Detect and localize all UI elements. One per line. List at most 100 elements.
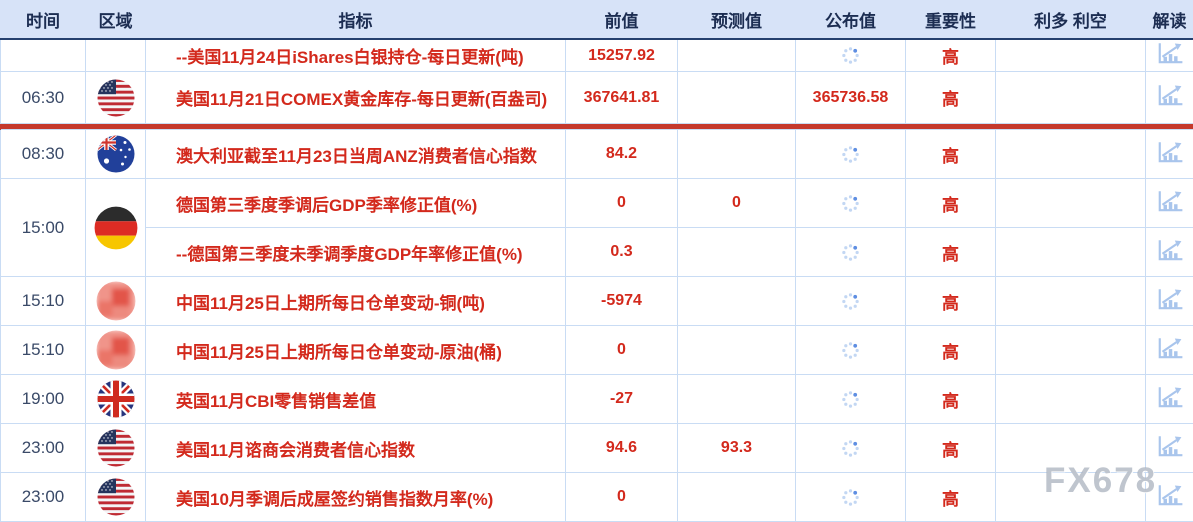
indicator-cell: 英国11月CBI零售销售差值 [146, 375, 566, 424]
previous-value: 94.6 [566, 424, 678, 473]
published-value [796, 179, 906, 228]
indicator-link[interactable]: 中国11月25日上期所每日仓单变动-铜(吨) [146, 289, 485, 314]
bull-bear-cell [996, 72, 1146, 124]
table-header-row: 时间 区域 指标 前值 预测值 公布值 重要性 利多 利空 解读 [1, 1, 1193, 40]
indicator-link[interactable]: 中国11月25日上期所每日仓单变动-原油(桶) [146, 338, 502, 363]
loading-spinner-icon [841, 292, 860, 311]
australia-flag-icon [97, 135, 135, 173]
importance-badge: 高 [906, 130, 996, 179]
chart-interpretation-icon[interactable] [1156, 140, 1184, 164]
indicator-cell: 中国11月25日上期所每日仓单变动-原油(桶) [146, 326, 566, 375]
chart-interpretation-icon[interactable] [1156, 385, 1184, 409]
importance-badge: 高 [906, 424, 996, 473]
previous-value: 0 [566, 473, 678, 522]
published-value: 365736.58 [796, 72, 906, 124]
col-header-time: 时间 [1, 1, 86, 40]
bull-bear-cell [996, 228, 1146, 277]
interpret-cell [1146, 72, 1193, 124]
chart-interpretation-icon[interactable] [1156, 83, 1184, 107]
loading-spinner-icon [841, 145, 860, 164]
chart-interpretation-icon[interactable] [1156, 434, 1184, 458]
col-header-region: 区域 [86, 1, 146, 40]
region-cell [86, 130, 146, 179]
chart-interpretation-icon[interactable] [1156, 287, 1184, 311]
interpret-cell [1146, 375, 1193, 424]
chart-interpretation-icon[interactable] [1156, 238, 1184, 262]
us-flag-icon [97, 429, 135, 467]
col-header-previous: 前值 [566, 1, 678, 40]
previous-value: 0.3 [566, 228, 678, 277]
published-value [796, 326, 906, 375]
published-value [796, 424, 906, 473]
forecast-value [678, 375, 796, 424]
calendar-subrow: --德国第三季度未季调季度GDP年率修正值(%) 0.3 高 [1, 228, 1193, 277]
uk-flag-icon [97, 380, 135, 418]
time-cell: 08:30 [1, 130, 86, 179]
indicator-link[interactable]: --德国第三季度未季调季度GDP年率修正值(%) [146, 240, 523, 265]
calendar-row: 15:10 中国11月25日上期所每日仓单变动-原油(桶) 0 高 [1, 326, 1193, 375]
indicator-cell: 德国第三季度季调后GDP季率修正值(%) [146, 179, 566, 228]
importance-badge: 高 [906, 375, 996, 424]
interpret-cell [1146, 130, 1193, 179]
loading-spinner-icon [841, 46, 860, 65]
published-value [796, 277, 906, 326]
indicator-link[interactable]: 英国11月CBI零售销售差值 [146, 387, 376, 412]
published-value [796, 39, 906, 72]
region-cell [86, 424, 146, 473]
time-cell: 19:00 [1, 375, 86, 424]
forecast-value [678, 473, 796, 522]
calendar-row: 19:00 英国11月CBI零售销售差值 -27 高 [1, 375, 1193, 424]
region-cell [86, 473, 146, 522]
col-header-bull-bear: 利多 利空 [996, 1, 1146, 40]
indicator-cell: 美国10月季调后成屋签约销售指数月率(%) [146, 473, 566, 522]
previous-value: 84.2 [566, 130, 678, 179]
bull-bear-cell [996, 326, 1146, 375]
chart-interpretation-icon[interactable] [1156, 41, 1184, 65]
indicator-link[interactable]: --美国11月24日iShares白银持仓-每日更新(吨) [146, 43, 524, 68]
time-cell: 23:00 [1, 473, 86, 522]
bull-bear-cell [996, 424, 1146, 473]
loading-spinner-icon [841, 390, 860, 409]
chart-interpretation-icon[interactable] [1156, 336, 1184, 360]
interpret-cell [1146, 39, 1193, 72]
region-cell [86, 39, 146, 72]
indicator-cell: --德国第三季度未季调季度GDP年率修正值(%) [146, 228, 566, 277]
indicator-link[interactable]: 美国10月季调后成屋签约销售指数月率(%) [146, 485, 493, 510]
forecast-value [678, 39, 796, 72]
region-cell [86, 277, 146, 326]
region-cell [86, 375, 146, 424]
bull-bear-cell [996, 39, 1146, 72]
loading-spinner-icon [841, 439, 860, 458]
indicator-link[interactable]: 澳大利亚截至11月23日当周ANZ消费者信心指数 [146, 142, 537, 167]
indicator-link[interactable]: 美国11月21日COMEX黄金库存-每日更新(百盎司) [146, 85, 547, 110]
chart-interpretation-icon[interactable] [1156, 189, 1184, 213]
interpret-cell [1146, 179, 1193, 228]
previous-value: -27 [566, 375, 678, 424]
interpret-cell [1146, 326, 1193, 375]
published-value [796, 228, 906, 277]
time-cell: 06:30 [1, 72, 86, 124]
interpret-cell [1146, 277, 1193, 326]
forecast-value [678, 130, 796, 179]
published-value [796, 130, 906, 179]
china-flag-icon-blurred [96, 281, 136, 321]
bull-bear-cell [996, 130, 1146, 179]
region-cell [86, 72, 146, 124]
col-header-indicator: 指标 [146, 1, 566, 40]
time-cell: 15:10 [1, 277, 86, 326]
germany-flag-icon [94, 206, 138, 250]
bull-bear-cell [996, 179, 1146, 228]
china-flag-icon-blurred [96, 330, 136, 370]
bull-bear-cell [996, 473, 1146, 522]
col-header-importance: 重要性 [906, 1, 996, 40]
calendar-row: 15:00 德国第三季度季调后GDP季率修正值(%) 0 0 高 [1, 179, 1193, 228]
indicator-cell: 美国11月谘商会消费者信心指数 [146, 424, 566, 473]
loading-spinner-icon [841, 488, 860, 507]
time-cell [1, 39, 86, 72]
importance-badge: 高 [906, 228, 996, 277]
indicator-link[interactable]: 德国第三季度季调后GDP季率修正值(%) [146, 191, 477, 216]
indicator-link[interactable]: 美国11月谘商会消费者信心指数 [146, 436, 415, 461]
col-header-published: 公布值 [796, 1, 906, 40]
indicator-cell: 美国11月21日COMEX黄金库存-每日更新(百盎司) [146, 72, 566, 124]
chart-interpretation-icon[interactable] [1156, 483, 1184, 507]
